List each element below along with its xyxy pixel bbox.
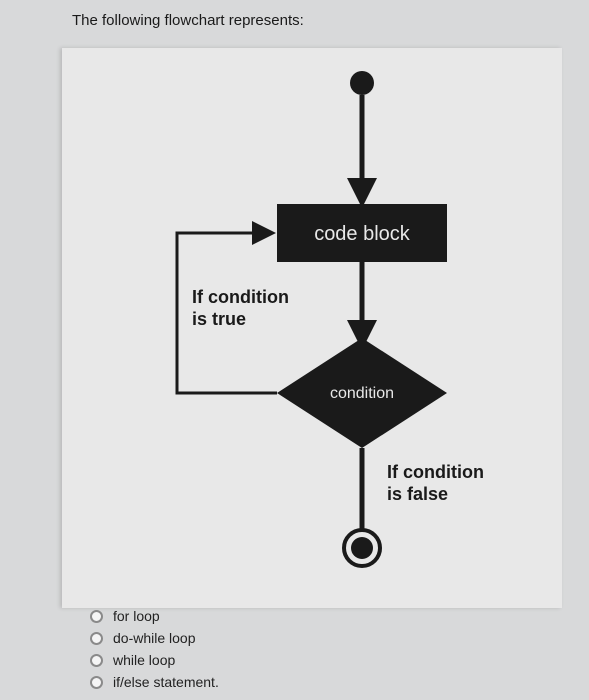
code-block-label: code block — [314, 223, 411, 245]
option-label: while loop — [113, 652, 175, 668]
radio-icon[interactable] — [90, 632, 103, 645]
option-label: for loop — [113, 608, 160, 624]
option-row[interactable]: do-while loop — [90, 630, 219, 646]
edge-label-true: If condition is true — [192, 287, 294, 329]
end-node-core — [351, 537, 373, 559]
option-row[interactable]: if/else statement. — [90, 674, 219, 690]
option-label: if/else statement. — [113, 674, 219, 690]
option-label: do-while loop — [113, 630, 196, 646]
condition-label: condition — [330, 385, 394, 402]
start-node — [350, 71, 374, 95]
radio-icon[interactable] — [90, 610, 103, 623]
option-row[interactable]: for loop — [90, 608, 219, 624]
radio-icon[interactable] — [90, 654, 103, 667]
flowchart-svg: code block condition If condition is tru… — [62, 48, 562, 608]
question-text: The following flowchart represents: — [72, 12, 304, 29]
edge-label-false: If condition is false — [387, 462, 489, 504]
radio-icon[interactable] — [90, 676, 103, 689]
option-row[interactable]: while loop — [90, 652, 219, 668]
answer-options: for loop do-while loop while loop if/els… — [90, 608, 219, 696]
flowchart-panel: code block condition If condition is tru… — [62, 48, 562, 608]
